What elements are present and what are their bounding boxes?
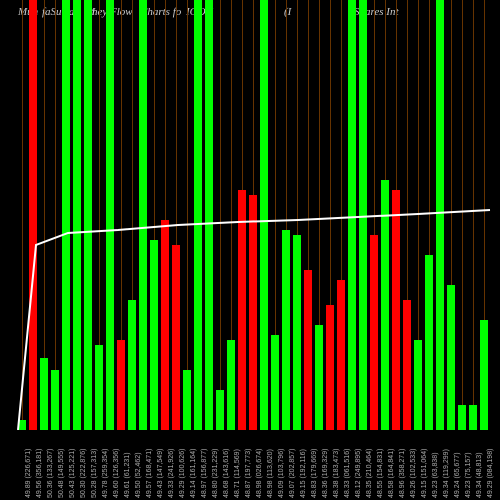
x-tick-label: 48.98 (026,674) [256, 449, 263, 498]
x-tick-label: 49.78 (259,354) [102, 449, 109, 498]
x-tick-label: 49.15 (151,064) [421, 449, 428, 498]
x-tick-label: 49.89 (226,671) [25, 449, 32, 498]
x-tick-label: 48.96 (358,271) [399, 449, 406, 498]
x-tick-label: 49.43 (147,549) [157, 449, 164, 498]
x-tick-label: 49.07 (202,857) [289, 449, 296, 498]
bar [271, 335, 279, 430]
bar [480, 320, 488, 430]
chart-plot-area [18, 0, 490, 430]
x-tick-label: 48.98 (113,620) [267, 449, 274, 498]
bar [249, 195, 257, 430]
gridline [55, 0, 56, 430]
bar [117, 340, 125, 430]
x-tick-label: 50.28 (157,313) [91, 449, 98, 498]
gridline [187, 0, 188, 430]
x-tick-label: 49.14 (161,164) [190, 449, 197, 498]
x-tick-label: 49.29 (100,626) [179, 449, 186, 498]
bar [403, 300, 411, 430]
bar [95, 345, 103, 430]
x-tick-label: 49.09 (103,796) [278, 449, 285, 498]
bar [282, 230, 290, 430]
x-tick-label: 49.29 (084,198) [487, 449, 494, 498]
bar [469, 405, 477, 430]
bar [458, 405, 466, 430]
bar [359, 0, 367, 430]
x-tick-label: 48.38 (183,473) [333, 449, 340, 498]
x-tick-label: 49.23 (75,157) [465, 452, 472, 498]
bar [161, 220, 169, 430]
x-tick-label: 49.34 (48,813) [476, 452, 483, 498]
bar [51, 370, 59, 430]
bar [106, 0, 114, 430]
bar [227, 340, 235, 430]
bar [436, 0, 444, 430]
x-tick-label: 49.23 (63,838) [432, 452, 439, 498]
gridline [22, 0, 23, 430]
bar [260, 0, 268, 430]
gridline [462, 0, 463, 430]
bar [84, 0, 92, 430]
x-tick-label: 49.60 (126,356) [113, 449, 120, 498]
bar [29, 0, 37, 430]
bar [40, 358, 48, 430]
bar [348, 0, 356, 430]
gridline [473, 0, 474, 430]
x-tick-label: 49.61 (61,231) [124, 452, 131, 498]
x-tick-label: 50.36 (133,267) [47, 449, 54, 498]
bar [425, 255, 433, 430]
x-tick-label: 49.50 (52,462) [135, 452, 142, 498]
x-tick-label: 48.33 (061,516) [344, 449, 351, 498]
bar [139, 0, 147, 430]
bar [337, 280, 345, 430]
x-tick-label: 50.30 (222,876) [80, 449, 87, 498]
x-tick-label: 48.12 (249,895) [355, 449, 362, 498]
bar [73, 0, 81, 430]
bar [128, 300, 136, 430]
x-tick-label: 49.15 (192,116) [300, 449, 307, 498]
x-tick-label: 48.80 (231,229) [212, 449, 219, 498]
x-axis-labels: 49.89 (226,671) 49.56 (356,181) 50.36 (133… [18, 430, 490, 500]
bar [238, 190, 246, 430]
bar [447, 285, 455, 430]
bar [414, 340, 422, 430]
bar [216, 390, 224, 430]
x-tick-label: 48.68 (143,616) [223, 449, 230, 498]
x-tick-label: 49.56 (356,181) [36, 449, 43, 498]
bar [18, 420, 26, 430]
bar [293, 235, 301, 430]
x-tick-label: 50.43 (125,221) [69, 449, 76, 498]
x-tick-label: 48.71 (114,569) [234, 449, 241, 498]
bar [62, 0, 70, 430]
x-tick-label: 49.26 (102,533) [410, 449, 417, 498]
bar [381, 180, 389, 430]
gridline [220, 0, 221, 430]
bar [326, 305, 334, 430]
x-tick-label: 48.58 (164,841) [388, 449, 395, 498]
x-tick-label: 49.34 (119,299) [443, 449, 450, 498]
x-tick-label: 50.48 (149,555) [58, 449, 65, 498]
x-tick-label: 48.87 (197,773) [245, 449, 252, 498]
bar [370, 235, 378, 430]
x-tick-label: 49.57 (168,471) [146, 449, 153, 498]
x-tick-label: 48.35 (210,464) [366, 449, 373, 498]
bar [150, 240, 158, 430]
x-tick-label: 49.24 (65,677) [454, 452, 461, 498]
bar [205, 0, 213, 430]
x-tick-label: 48.55 (154,831) [377, 449, 384, 498]
bar [194, 0, 202, 430]
bar [315, 325, 323, 430]
x-tick-label: 49.33 (241,926) [168, 449, 175, 498]
bar [304, 270, 312, 430]
bar [172, 245, 180, 430]
bar [392, 190, 400, 430]
x-tick-label: 48.36 (169,329) [322, 449, 329, 498]
x-tick-label: 48.97 (156,877) [201, 449, 208, 498]
x-tick-label: 48.83 (179,669) [311, 449, 318, 498]
bar [183, 370, 191, 430]
